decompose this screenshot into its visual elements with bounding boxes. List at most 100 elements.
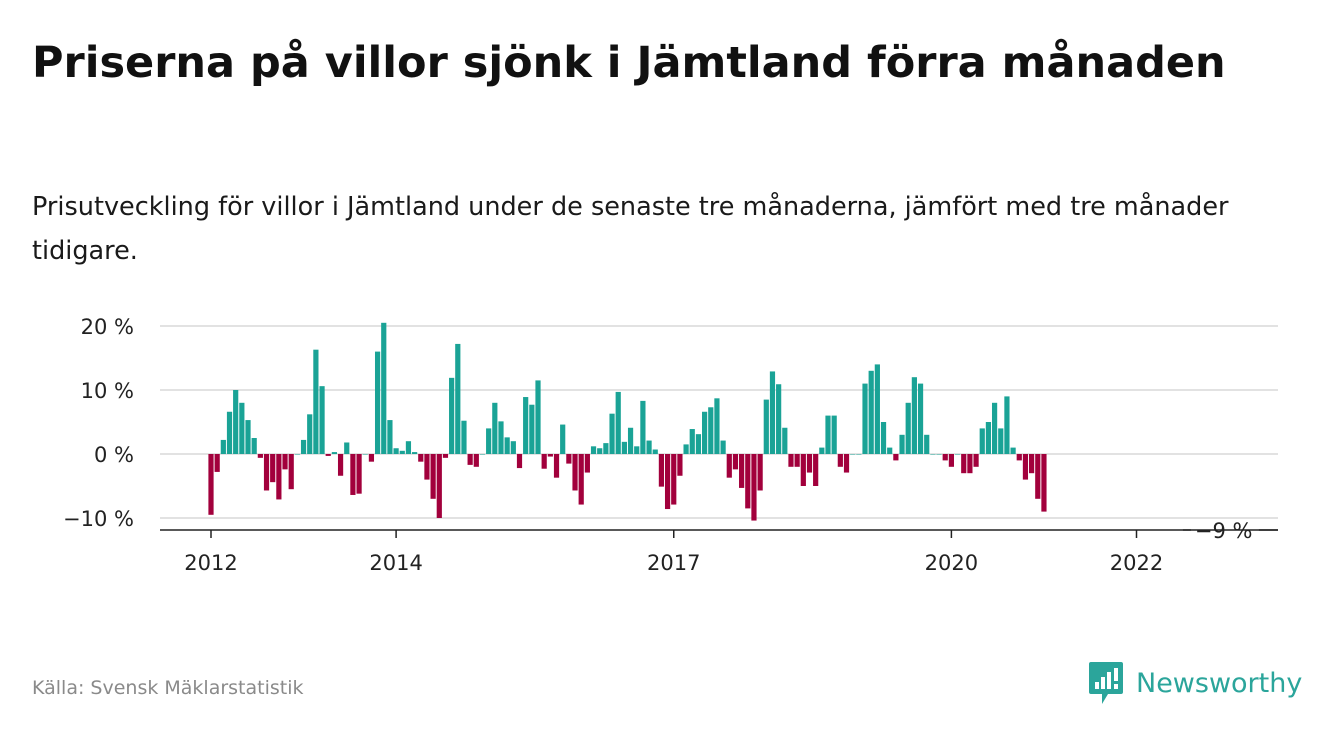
bar — [621, 441, 627, 454]
bar — [837, 454, 843, 467]
bar — [368, 454, 375, 462]
bar — [862, 383, 868, 454]
bar — [893, 454, 899, 461]
bar — [745, 454, 751, 509]
bar — [757, 454, 763, 491]
bar — [387, 420, 393, 454]
bar — [843, 454, 850, 473]
bar — [276, 454, 282, 500]
bar — [337, 454, 344, 476]
bar — [985, 422, 992, 454]
bars — [208, 322, 1047, 521]
bar — [627, 427, 634, 454]
bar — [1029, 454, 1035, 474]
bar — [924, 434, 930, 454]
bar — [504, 437, 510, 454]
bar — [917, 383, 924, 454]
bar — [572, 454, 578, 491]
bar — [541, 454, 547, 469]
bar — [331, 452, 337, 454]
bar — [991, 402, 998, 454]
bar — [492, 402, 498, 454]
bar — [763, 399, 769, 454]
bar — [590, 446, 597, 454]
bar — [516, 454, 523, 469]
bar — [356, 454, 362, 494]
bar — [961, 454, 967, 474]
bar — [597, 448, 603, 454]
bar — [442, 454, 449, 458]
bar — [776, 384, 782, 454]
bar — [523, 397, 529, 454]
brand-logo: Newsworthy — [1088, 660, 1302, 706]
bar — [300, 439, 307, 454]
bar — [640, 400, 646, 454]
bar — [467, 454, 473, 465]
bar — [553, 454, 560, 478]
bar — [634, 446, 640, 454]
bar — [714, 398, 720, 454]
bar — [374, 351, 381, 454]
bar — [603, 443, 609, 454]
bar — [547, 454, 553, 457]
bar — [1041, 454, 1047, 512]
x-tick-label: 2012 — [184, 551, 237, 575]
bar — [270, 454, 276, 483]
x-tick-label: 2020 — [925, 551, 978, 575]
bar — [473, 454, 479, 467]
bar — [948, 454, 954, 467]
bar — [578, 454, 584, 505]
bar — [1004, 396, 1010, 454]
bar — [831, 415, 837, 454]
bar — [344, 442, 350, 454]
bar — [806, 454, 813, 473]
bar — [498, 421, 504, 454]
bar — [313, 349, 319, 454]
bar — [584, 454, 590, 473]
y-tick-label: 20 % — [81, 315, 134, 339]
bar — [652, 449, 658, 454]
bar — [689, 429, 695, 454]
bar — [930, 454, 936, 455]
bar — [769, 371, 776, 454]
bar — [220, 439, 226, 454]
bar — [954, 454, 961, 455]
y-tick-label: 10 % — [81, 379, 134, 403]
bar — [615, 391, 621, 454]
bar — [325, 454, 331, 456]
bar — [739, 454, 745, 488]
bar — [683, 444, 689, 454]
bar — [535, 380, 541, 454]
y-tick-label: 0 % — [94, 443, 134, 467]
bar — [671, 454, 677, 505]
bar — [560, 424, 566, 454]
bar — [208, 454, 214, 515]
bar — [850, 454, 856, 455]
bar — [510, 441, 516, 454]
bar — [899, 434, 905, 454]
bar — [461, 420, 467, 454]
bar — [646, 440, 652, 454]
bar — [911, 377, 917, 454]
bar — [726, 454, 732, 478]
bar — [819, 447, 825, 454]
bar — [233, 390, 239, 454]
bar — [405, 441, 412, 454]
bar — [294, 454, 300, 455]
brand-name: Newsworthy — [1136, 667, 1303, 699]
bar — [288, 454, 294, 490]
bar — [529, 404, 535, 454]
bar — [486, 428, 492, 454]
bar — [609, 413, 615, 454]
bar — [245, 420, 251, 454]
bar — [868, 370, 874, 454]
bar — [813, 454, 819, 486]
bar — [307, 414, 313, 454]
bar — [282, 454, 288, 470]
x-tick-label: 2022 — [1110, 551, 1163, 575]
bar — [257, 454, 263, 458]
bar — [381, 322, 387, 454]
bar — [455, 343, 461, 454]
bar — [732, 454, 739, 470]
bar — [887, 447, 893, 454]
